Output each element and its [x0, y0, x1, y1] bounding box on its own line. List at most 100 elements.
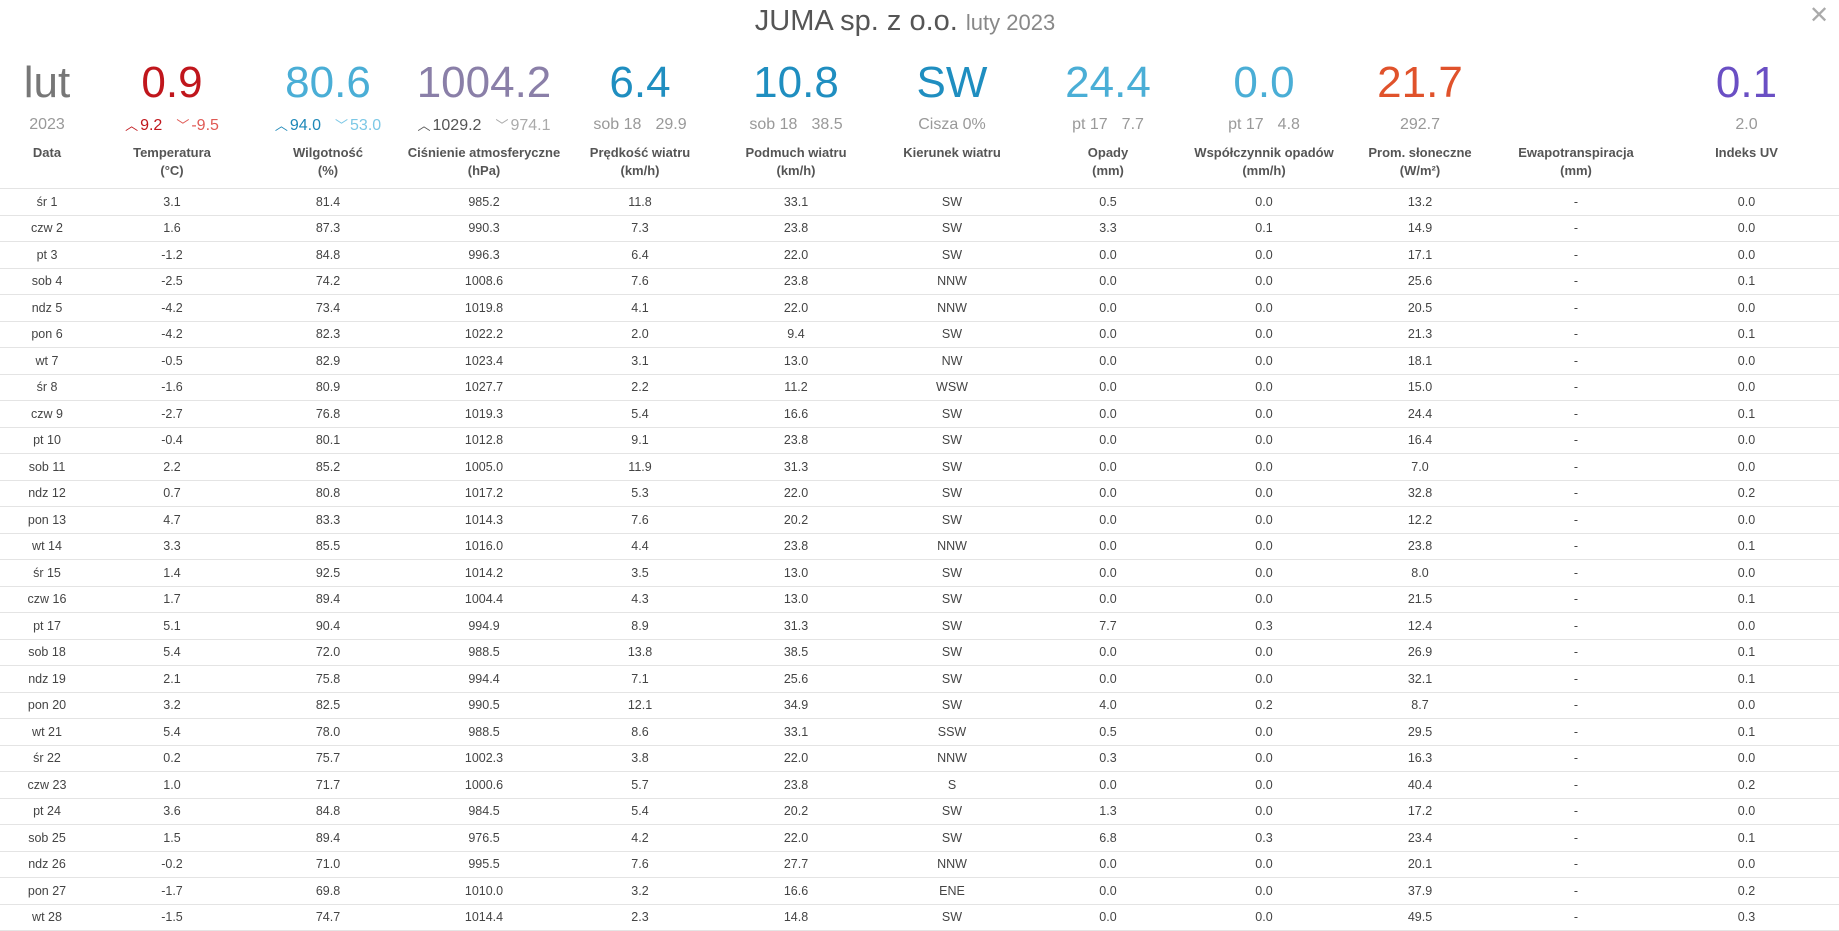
cell-temperature: -0.5: [94, 347, 250, 375]
cell-rain-rate: 0.0: [1186, 745, 1342, 772]
arrow-down-icon: ﹀: [176, 118, 190, 133]
cell-humidity: 85.2: [250, 453, 406, 481]
cell-rain-rate: 0.0: [1186, 851, 1342, 878]
cell-solar-radiation: 16.3: [1342, 745, 1498, 772]
pressure-max: 1029.2: [432, 117, 482, 134]
cell-rain-rate: 0.2: [1186, 692, 1342, 719]
summary-temperature-extremes: ︿ 9.2 ﹀ -9.5: [94, 108, 250, 142]
column-header-label: Podmuch wiatru: [745, 145, 847, 160]
humidity-min: 53.0: [350, 117, 382, 134]
cell-evapotranspiration: -: [1498, 639, 1654, 666]
cell-rain-rate: 0.0: [1186, 904, 1342, 931]
cell-rain-rate: 0.0: [1186, 533, 1342, 560]
cell-humidity: 81.4: [250, 188, 406, 216]
gust-max-day: sob 18: [749, 116, 798, 133]
cell-date: ndz 12: [0, 480, 94, 507]
cell-pressure: 976.5: [406, 824, 562, 852]
cell-wind-direction: SW: [874, 692, 1030, 719]
column-header-pressure: Ciśnienie atmosferyczne (hPa): [406, 142, 562, 189]
daily-rows: śr 1 3.1 81.4 985.2 11.8 33.1 SW 0.5 0.0 13.2-0.0…: [0, 188, 1839, 931]
cell-date: czw 23: [0, 771, 94, 799]
cell-rain-rate: 0.0: [1186, 877, 1342, 905]
cell-date: śr 8: [0, 374, 94, 401]
cell-humidity: 84.8: [250, 798, 406, 825]
cell-temperature: -2.7: [94, 400, 250, 428]
table-row: czw 9 -2.7 76.8 1019.3 5.4 16.6 SW 0.0 0.0 24.4-0…: [0, 400, 1839, 428]
column-header-label: Ciśnienie atmosferyczne: [407, 145, 561, 160]
cell-rain-rate: 0.0: [1186, 665, 1342, 693]
cell-evapotranspiration: -: [1498, 771, 1654, 799]
cell-evapotranspiration: -: [1498, 321, 1654, 348]
cell-wind-direction: SW: [874, 904, 1030, 931]
arrow-up-icon: ︿: [125, 118, 139, 133]
cell-temperature: 1.7: [94, 586, 250, 613]
cell-humidity: 89.4: [250, 586, 406, 613]
cell-wind-speed: 2.3: [562, 904, 718, 931]
column-header-unit: (km/h): [620, 163, 660, 178]
cell-wind-speed: 2.2: [562, 374, 718, 401]
cell-wind-speed: 11.9: [562, 453, 718, 481]
cell-date: śr 1: [0, 188, 94, 216]
cell-wind-speed: 4.2: [562, 824, 718, 852]
cell-date: pt 24: [0, 798, 94, 825]
column-header-unit: (mm): [1560, 163, 1592, 178]
cell-evapotranspiration: -: [1498, 533, 1654, 560]
summary-solar-main: 21.7: [1377, 58, 1463, 107]
cell-solar-radiation: 20.5: [1342, 294, 1498, 322]
cell-wind-speed: 2.0: [562, 321, 718, 348]
cell-uv-index: 0.0: [1654, 692, 1839, 719]
cell-uv-index: 0.0: [1654, 851, 1839, 878]
cell-solar-radiation: 23.8: [1342, 533, 1498, 560]
summary-temperature-main: 0.9: [141, 58, 203, 107]
cell-wind-direction: WSW: [874, 374, 1030, 401]
cell-rain: 0.0: [1030, 559, 1186, 587]
cell-pressure: 990.5: [406, 692, 562, 719]
cell-solar-radiation: 20.1: [1342, 851, 1498, 878]
cell-date: ndz 5: [0, 294, 94, 322]
cell-pressure: 1004.4: [406, 586, 562, 613]
cell-solar-radiation: 8.7: [1342, 692, 1498, 719]
cell-solar-radiation: 21.3: [1342, 321, 1498, 348]
cell-rain: 0.0: [1030, 427, 1186, 454]
cell-wind-direction: SW: [874, 321, 1030, 348]
cell-temperature: 5.4: [94, 718, 250, 746]
cell-wind-direction: ENE: [874, 877, 1030, 905]
cell-pressure: 1010.0: [406, 877, 562, 905]
cell-gust: 31.3: [718, 612, 874, 640]
cell-wind-direction: NNW: [874, 533, 1030, 560]
cell-gust: 23.8: [718, 771, 874, 799]
cell-wind-speed: 7.6: [562, 851, 718, 878]
cell-wind-direction: SW: [874, 453, 1030, 481]
cell-solar-radiation: 13.2: [1342, 188, 1498, 216]
cell-wind-speed: 4.3: [562, 586, 718, 613]
cell-humidity: 75.7: [250, 745, 406, 772]
cell-rain-rate: 0.0: [1186, 718, 1342, 746]
cell-pressure: 1012.8: [406, 427, 562, 454]
wind-speed-max-value: 29.9: [655, 116, 687, 133]
column-header-rain-rate: Współczynnik opadów (mm/h): [1186, 142, 1342, 189]
cell-humidity: 92.5: [250, 559, 406, 587]
station-name: JUMA sp. z o.o.: [754, 5, 958, 37]
column-header-label: Temperatura: [133, 145, 211, 160]
cell-pressure: 1019.3: [406, 400, 562, 428]
column-header-temperature: Temperatura (°C): [94, 142, 250, 189]
summary-main-row: lut 0.9 80.6 1004.2 6.4 10.8 SW 24.4 0.0…: [0, 58, 1839, 108]
cell-uv-index: 0.1: [1654, 639, 1839, 666]
cell-date: sob 4: [0, 268, 94, 295]
cell-evapotranspiration: -: [1498, 612, 1654, 640]
table-row: pon 13 4.7 83.3 1014.3 7.6 20.2 SW 0.0 0.0 12.2-0…: [0, 506, 1839, 534]
cell-pressure: 1014.3: [406, 506, 562, 534]
close-icon[interactable]: ✕: [1808, 2, 1830, 29]
arrow-down-icon: ﹀: [495, 118, 509, 133]
cell-wind-direction: SW: [874, 639, 1030, 666]
cell-gust: 23.8: [718, 533, 874, 560]
cell-humidity: 85.5: [250, 533, 406, 560]
arrow-up-icon: ︿: [417, 118, 431, 133]
cell-uv-index: 0.0: [1654, 215, 1839, 242]
rain-max-day: pt 17: [1072, 116, 1108, 133]
cell-wind-direction: SW: [874, 798, 1030, 825]
cell-pressure: 990.3: [406, 215, 562, 242]
summary-pressure-extremes: ︿ 1029.2 ﹀ 974.1: [406, 108, 562, 142]
cell-uv-index: 0.0: [1654, 559, 1839, 587]
cell-uv-index: 0.1: [1654, 400, 1839, 428]
